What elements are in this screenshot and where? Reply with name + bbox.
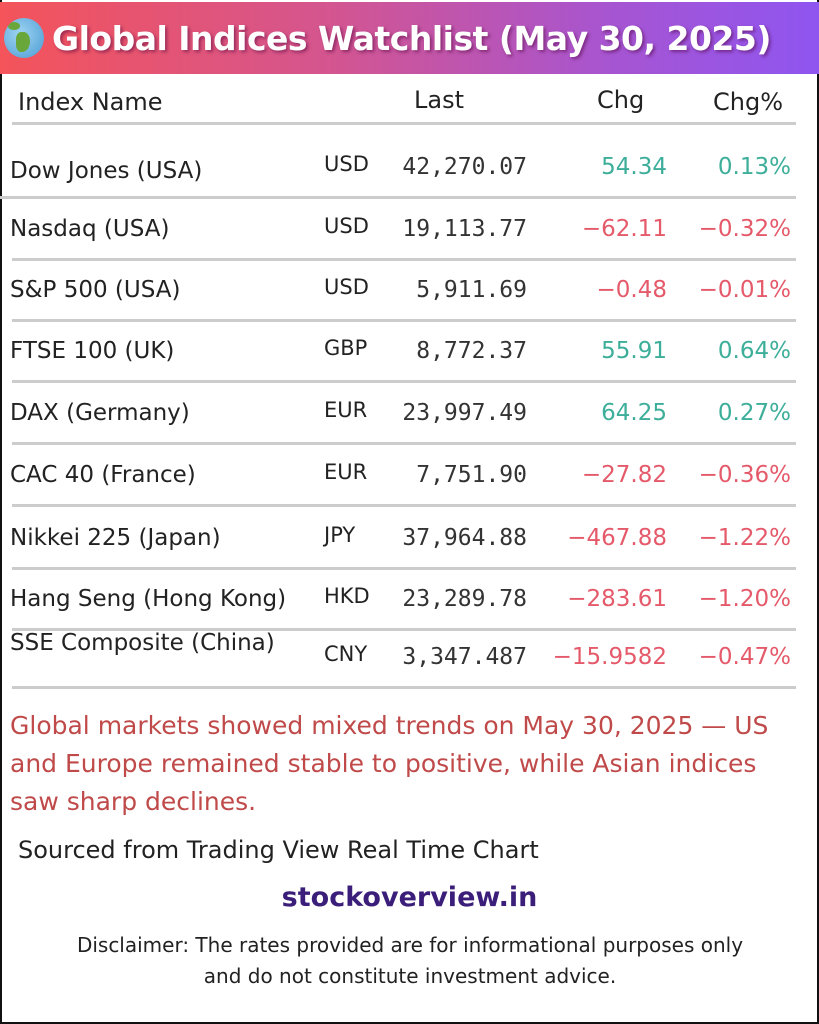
col-header-last: Last bbox=[414, 86, 464, 114]
currency: JPY bbox=[324, 523, 356, 547]
change-percent: −0.01% bbox=[698, 277, 791, 303]
last-price: 7,751.90 bbox=[416, 462, 527, 488]
site-link[interactable]: stockoverview.in bbox=[281, 882, 538, 913]
last-price: 23,997.49 bbox=[402, 400, 527, 426]
page-title: Global Indices Watchlist (May 30, 2025) bbox=[52, 18, 771, 58]
row-divider bbox=[12, 380, 796, 383]
table-row[interactable]: SSE Composite (China) CNY 3,347.487 −15.958… bbox=[0, 630, 819, 692]
change-value: −27.82 bbox=[581, 462, 667, 488]
currency: USD bbox=[324, 214, 369, 238]
change-value: −0.48 bbox=[596, 277, 667, 303]
col-header-chg-pct: Chg% bbox=[713, 88, 784, 116]
change-percent: −0.32% bbox=[698, 216, 791, 242]
last-price: 8,772.37 bbox=[416, 338, 527, 364]
table-row[interactable]: FTSE 100 (UK) GBP 8,772.37 55.91 0.64% bbox=[0, 324, 819, 386]
header-divider bbox=[12, 122, 796, 125]
row-divider bbox=[12, 686, 796, 689]
currency: GBP bbox=[324, 336, 368, 360]
currency: CNY bbox=[324, 642, 368, 666]
title-banner: Global Indices Watchlist (May 30, 2025) bbox=[0, 2, 819, 74]
last-price: 19,113.77 bbox=[402, 216, 527, 242]
index-name: SSE Composite (China) bbox=[10, 630, 275, 656]
currency: EUR bbox=[324, 460, 368, 484]
last-price: 5,911.69 bbox=[416, 277, 527, 303]
index-name: Nasdaq (USA) bbox=[10, 216, 170, 242]
index-name: Hang Seng (Hong Kong) bbox=[10, 586, 287, 612]
change-value: 55.91 bbox=[601, 338, 667, 364]
last-price: 42,270.07 bbox=[402, 154, 527, 180]
index-name: FTSE 100 (UK) bbox=[10, 338, 175, 364]
table-row[interactable]: CAC 40 (France) EUR 7,751.90 −27.82 −0.36% bbox=[0, 448, 819, 510]
currency: USD bbox=[324, 275, 369, 299]
change-percent: −0.36% bbox=[698, 462, 791, 488]
currency: USD bbox=[324, 152, 369, 176]
table-row[interactable]: Hang Seng (Hong Kong) HKD 23,289.78 −283.61… bbox=[0, 572, 819, 634]
index-name: Dow Jones (USA) bbox=[10, 158, 203, 184]
change-value: −62.11 bbox=[581, 216, 667, 242]
market-summary: Global markets showed mixed trends on Ma… bbox=[10, 711, 769, 816]
table-row[interactable]: S&P 500 (USA) USD 5,911.69 −0.48 −0.01% bbox=[0, 263, 819, 325]
row-divider bbox=[12, 628, 796, 631]
row-divider bbox=[12, 504, 796, 507]
row-divider bbox=[12, 567, 796, 570]
change-percent: −1.22% bbox=[698, 525, 791, 551]
change-value: 64.25 bbox=[601, 400, 667, 426]
index-name: Nikkei 225 (Japan) bbox=[10, 525, 221, 551]
change-percent: −1.20% bbox=[698, 586, 791, 612]
col-header-name: Index Name bbox=[18, 88, 163, 116]
globe-icon bbox=[4, 18, 44, 58]
change-value: 54.34 bbox=[601, 154, 667, 180]
change-value: −283.61 bbox=[567, 586, 667, 612]
table-row[interactable]: Dow Jones (USA) USD 42,270.07 54.34 0.13% bbox=[0, 140, 819, 202]
col-header-chg: Chg bbox=[597, 86, 645, 114]
source-note: Sourced from Trading View Real Time Char… bbox=[18, 836, 539, 864]
table-row[interactable]: DAX (Germany) EUR 23,997.49 64.25 0.27% bbox=[0, 386, 819, 448]
last-price: 37,964.88 bbox=[402, 525, 527, 551]
row-divider bbox=[0, 196, 796, 199]
last-price: 23,289.78 bbox=[402, 586, 527, 612]
row-divider bbox=[12, 319, 796, 322]
index-name: S&P 500 (USA) bbox=[10, 277, 181, 303]
change-value: −15.9582 bbox=[552, 644, 667, 670]
row-divider bbox=[12, 258, 796, 261]
last-price: 3,347.487 bbox=[402, 644, 527, 670]
row-divider bbox=[12, 442, 796, 445]
change-percent: −0.47% bbox=[698, 644, 791, 670]
currency: HKD bbox=[324, 584, 370, 608]
table-row[interactable]: Nasdaq (USA) USD 19,113.77 −62.11 −0.32% bbox=[0, 202, 819, 264]
change-value: −467.88 bbox=[567, 525, 667, 551]
index-name: CAC 40 (France) bbox=[10, 462, 196, 488]
currency: EUR bbox=[324, 398, 368, 422]
disclaimer: Disclaimer: The rates provided are for i… bbox=[76, 933, 744, 988]
change-percent: 0.64% bbox=[717, 338, 791, 364]
change-percent: 0.13% bbox=[717, 154, 791, 180]
index-name: DAX (Germany) bbox=[10, 400, 190, 426]
table-row[interactable]: Nikkei 225 (Japan) JPY 37,964.88 −467.88 −1.… bbox=[0, 511, 819, 573]
change-percent: 0.27% bbox=[717, 400, 791, 426]
